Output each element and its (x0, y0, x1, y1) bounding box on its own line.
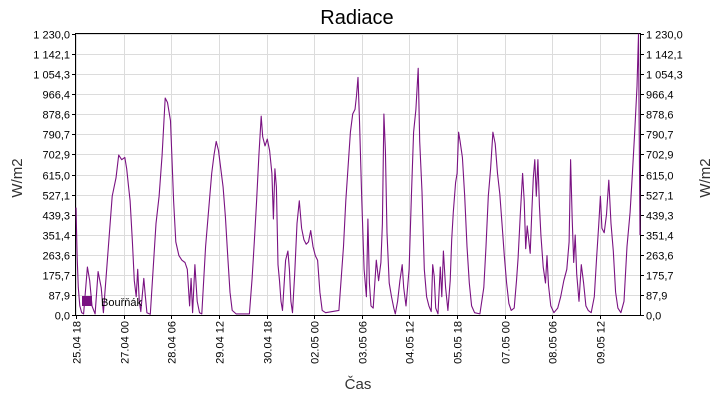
series-layer (75, 33, 641, 315)
left-y-tick-label: 87,9 (49, 291, 70, 303)
x-tick-label: 30.04 18 (263, 321, 275, 364)
left-y-tick-label: 263,6 (42, 251, 70, 263)
right-y-tick-label: 439,3 (646, 211, 674, 223)
left-y-tick-label: 790,7 (42, 130, 70, 142)
right-y-axis: 0,0 87,9 175,7 263,6 351,4 439,3 527,1 615,0 702… (640, 30, 683, 323)
left-y-tick-label: 702,9 (42, 150, 70, 162)
right-y-tick-label: 351,4 (646, 231, 674, 243)
right-y-tick-label: 1 142,1 (646, 50, 683, 62)
x-tick-label: 08.05 06 (548, 321, 560, 364)
left-y-tick-label: 966,4 (42, 90, 70, 102)
legend: Bouřňák (82, 296, 142, 309)
x-tick-label: 28.04 06 (167, 321, 179, 364)
x-axis-title: Čas (345, 376, 372, 393)
right-y-tick-label: 615,0 (646, 171, 674, 183)
right-y-tick-label: 1 054,3 (646, 70, 683, 82)
left-y-axis: 0,0 87,9 175,7 263,6 351,4 439,3 527,1 615,0 702… (33, 30, 76, 323)
right-y-tick-label: 0,0 (646, 311, 661, 323)
right-y-tick-label: 878,6 (646, 110, 674, 122)
x-tick-label: 02.05 00 (310, 321, 322, 364)
right-y-tick-label: 966,4 (646, 90, 674, 102)
x-tick-label: 04.05 12 (405, 321, 417, 364)
left-y-tick-label: 1 054,3 (33, 70, 70, 82)
right-y-tick-label: 263,6 (646, 251, 674, 263)
left-y-tick-label: 878,6 (42, 110, 70, 122)
right-y-tick-label: 87,9 (646, 291, 667, 303)
x-tick-label: 09.05 12 (596, 321, 608, 364)
right-y-tick-label: 790,7 (646, 130, 674, 142)
legend-swatch (82, 296, 92, 306)
series-line (75, 33, 641, 315)
left-y-tick-label: 527,1 (42, 191, 70, 203)
left-y-tick-label: 615,0 (42, 171, 70, 183)
y-axis-title-right: W/m2 (697, 158, 714, 197)
x-tick-label: 07.05 00 (501, 321, 513, 364)
y-axis-title-left: W/m2 (9, 158, 26, 197)
x-tick-label: 27.04 00 (120, 321, 132, 364)
x-axis: 25.04 18 27.04 00 28.04 06 29.04 12 30.04 18… (72, 315, 608, 364)
x-tick-label: 25.04 18 (72, 321, 84, 364)
left-y-tick-label: 175,7 (42, 271, 70, 283)
left-y-tick-label: 1 142,1 (33, 50, 70, 62)
x-tick-label: 03.05 06 (358, 321, 370, 364)
right-y-tick-label: 1 230,0 (646, 30, 683, 42)
chart-title: Radiace (320, 7, 393, 29)
left-y-tick-label: 0,0 (55, 311, 70, 323)
x-tick-label: 05.05 18 (453, 321, 465, 364)
right-y-tick-label: 702,9 (646, 150, 674, 162)
left-y-tick-label: 439,3 (42, 211, 70, 223)
left-y-tick-label: 1 230,0 (33, 30, 70, 42)
x-tick-label: 29.04 12 (215, 321, 227, 364)
legend-label: Bouřňák (101, 297, 142, 309)
right-y-tick-label: 175,7 (646, 271, 674, 283)
left-y-tick-label: 351,4 (42, 231, 70, 243)
right-y-tick-label: 527,1 (646, 191, 674, 203)
plot-area-frame (75, 33, 641, 316)
